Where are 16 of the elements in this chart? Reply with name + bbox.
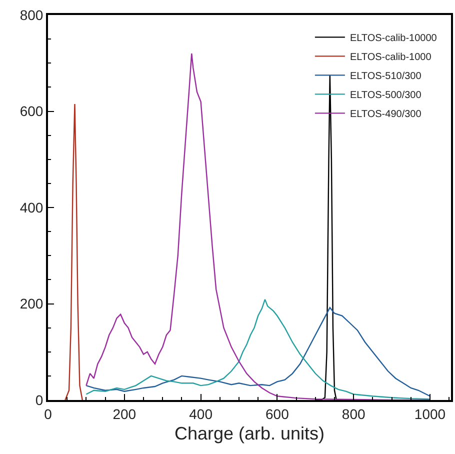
x-tick-label: 1000	[414, 406, 446, 422]
x-tick-label: 200	[112, 406, 136, 422]
y-tick-label: 0	[35, 392, 44, 408]
legend-label: ELTOS-500/300	[350, 90, 422, 102]
y-tick-label: 800	[20, 6, 44, 23]
legend-label: ELTOS-calib-10000	[350, 33, 438, 44]
legend-label: ELTOS-calib-1000	[350, 52, 432, 64]
legend-label: ELTOS-510/300	[350, 71, 422, 82]
legend-label: ELTOS-490/300	[350, 109, 422, 120]
x-axis-title: Charge (arb. units)	[174, 423, 325, 444]
x-tick-label: 800	[342, 406, 366, 422]
y-tick-label: 200	[20, 296, 44, 312]
y-tick-label: 400	[20, 199, 44, 216]
y-tick-label: 600	[20, 103, 44, 120]
x-tick-label: 400	[189, 406, 213, 422]
x-tick-label: 600	[266, 406, 290, 422]
